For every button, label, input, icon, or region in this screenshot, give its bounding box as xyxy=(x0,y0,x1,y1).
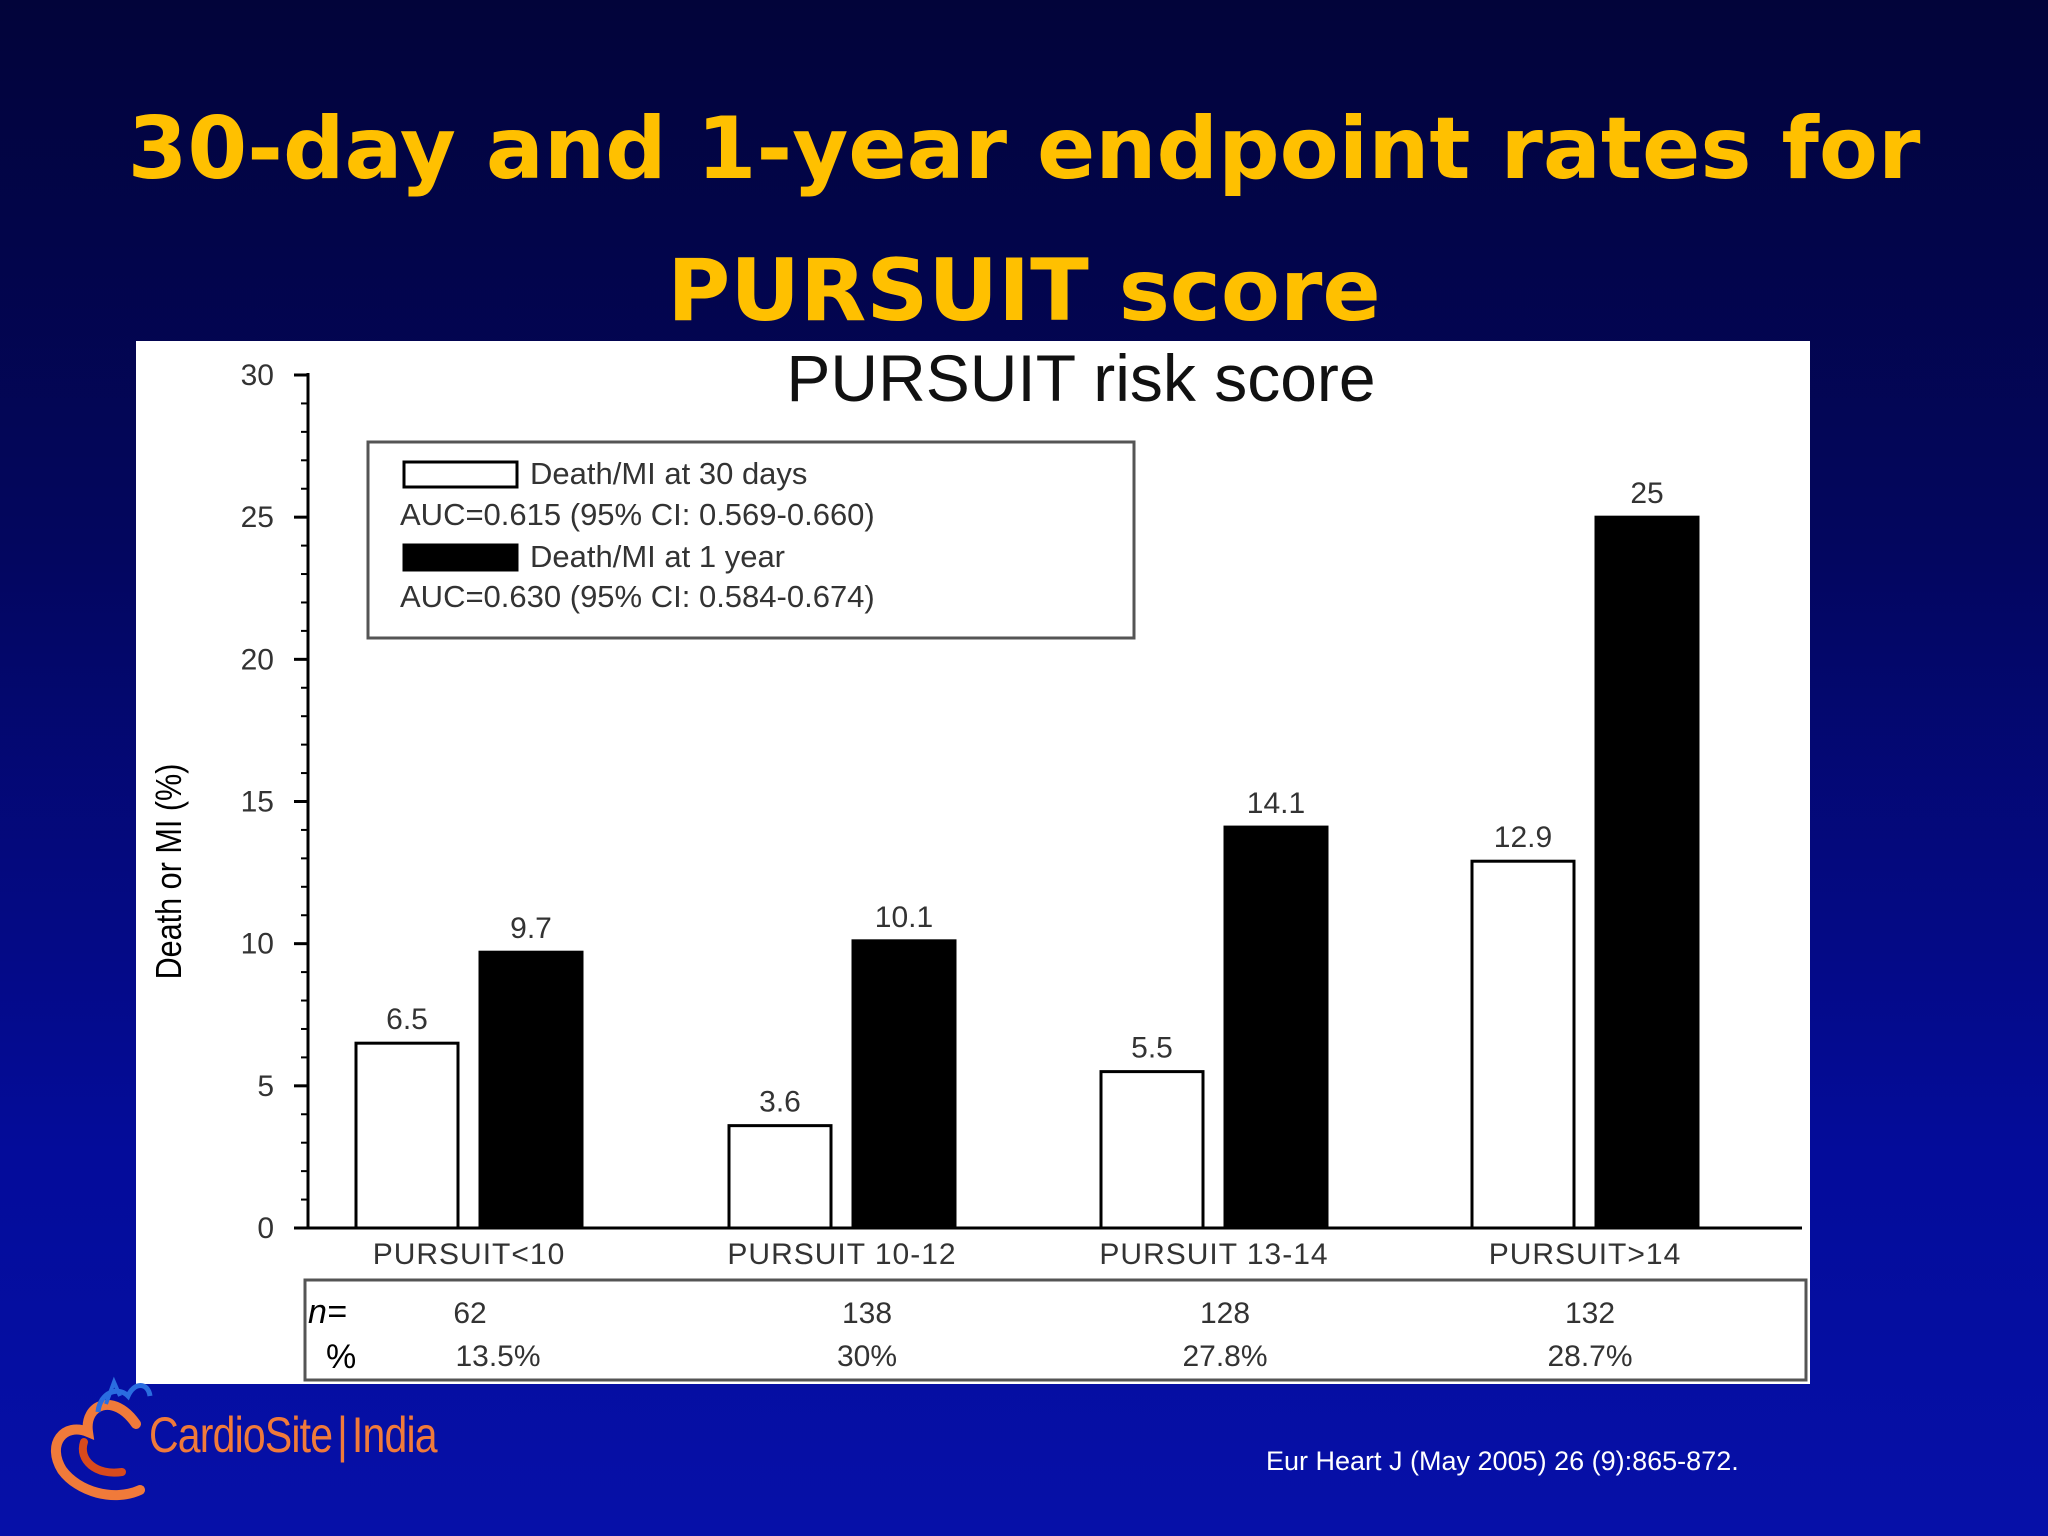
bar-30-day xyxy=(354,1041,460,1230)
legend-label-30-day: Death/MI at 30 days xyxy=(530,456,807,491)
bar-30-day xyxy=(727,1124,833,1230)
y-tick-label: 30 xyxy=(241,359,274,392)
x-tick-label: PURSUIT<10 xyxy=(373,1238,566,1271)
bar-value-label: 25 xyxy=(1630,477,1663,510)
bar-1-year xyxy=(478,950,584,1230)
bar-30-day xyxy=(1470,859,1576,1230)
bar-value-label: 12.9 xyxy=(1494,821,1552,854)
y-axis-label: Death or MI (%) xyxy=(150,764,190,980)
bar-chart: 0 5 10 15 20 25 30 Death or MI (%) PURSUIT risk … xyxy=(150,341,1808,1382)
logo-text: CardioSite|India xyxy=(149,1407,438,1463)
table-percent-value: 30% xyxy=(837,1340,897,1373)
x-tick-label: PURSUIT 10-12 xyxy=(727,1238,956,1271)
bar-1-year xyxy=(1594,515,1700,1230)
y-tick-label: 5 xyxy=(257,1070,274,1103)
bar-value-label: 14.1 xyxy=(1247,787,1305,820)
legend-swatch-30-day xyxy=(402,460,519,489)
x-tick-label: PURSUIT 13-14 xyxy=(1099,1238,1328,1271)
bar-30-day xyxy=(1099,1070,1205,1230)
bar-value-label: 3.6 xyxy=(759,1086,801,1119)
table-n-value: 62 xyxy=(453,1297,486,1330)
table-percent-value: 28.7% xyxy=(1547,1340,1632,1373)
table-row-label-n: n= xyxy=(308,1293,347,1331)
x-tick-label: PURSUIT>14 xyxy=(1489,1238,1682,1271)
slide-title-line-2: PURSUIT score xyxy=(667,241,1381,341)
table-n-value: 132 xyxy=(1565,1297,1615,1330)
bar-value-label: 5.5 xyxy=(1131,1032,1173,1065)
y-tick-label: 20 xyxy=(241,643,274,676)
table-row-label-percent: % xyxy=(326,1338,356,1376)
bar-value-label: 10.1 xyxy=(875,901,933,934)
table-n-value: 128 xyxy=(1200,1297,1250,1330)
bar-value-label: 6.5 xyxy=(386,1003,428,1036)
bar-1-year xyxy=(851,939,957,1230)
logo-text-cardiosite: CardioSite xyxy=(149,1407,333,1463)
legend-auc-30-day: AUC=0.615 (95% CI: 0.569-0.660) xyxy=(400,497,875,532)
bars xyxy=(354,515,1700,1230)
y-tick-label: 15 xyxy=(241,786,274,819)
chart-text: 0 5 10 15 20 25 30 Death or MI (%) PURSUIT risk … xyxy=(150,341,1682,1271)
y-tick-label: 10 xyxy=(241,928,274,961)
bar-value-label: 9.7 xyxy=(510,912,552,945)
legend: Death/MI at 30 days AUC=0.615 (95% CI: 0.… xyxy=(366,440,1136,640)
heart-logo-icon xyxy=(51,1376,153,1501)
chart-panel: 0 5 10 15 20 25 30 Death or MI (%) PURSUIT risk … xyxy=(136,341,1810,1384)
legend-swatch-1-year xyxy=(402,543,519,572)
table-percent-value: 27.8% xyxy=(1182,1340,1267,1373)
y-tick-label: 25 xyxy=(241,501,274,534)
logo-text-india: India xyxy=(351,1407,438,1463)
sample-table: n=% 62 13.5% 138 30% 128 27.8% 132 28.7% xyxy=(303,1278,1808,1382)
bar-1-year xyxy=(1223,825,1329,1230)
legend-auc-1-year: AUC=0.630 (95% CI: 0.584-0.674) xyxy=(400,579,875,614)
slide-title: 30-day and 1-year endpoint rates for PUR… xyxy=(0,78,2048,362)
table-percent-value: 13.5% xyxy=(455,1340,540,1373)
table-n-value: 138 xyxy=(842,1297,892,1330)
chart-title: PURSUIT risk score xyxy=(786,341,1375,415)
citation: Eur Heart J (May 2005) 26 (9):865-872. xyxy=(1266,1446,1739,1476)
cardiosite-logo: CardioSite|India xyxy=(44,1352,464,1512)
legend-label-1-year: Death/MI at 1 year xyxy=(530,539,785,574)
slide-title-line-1: 30-day and 1-year endpoint rates for xyxy=(127,99,1921,199)
y-tick-label: 0 xyxy=(257,1212,274,1245)
table-box xyxy=(303,1278,1808,1382)
